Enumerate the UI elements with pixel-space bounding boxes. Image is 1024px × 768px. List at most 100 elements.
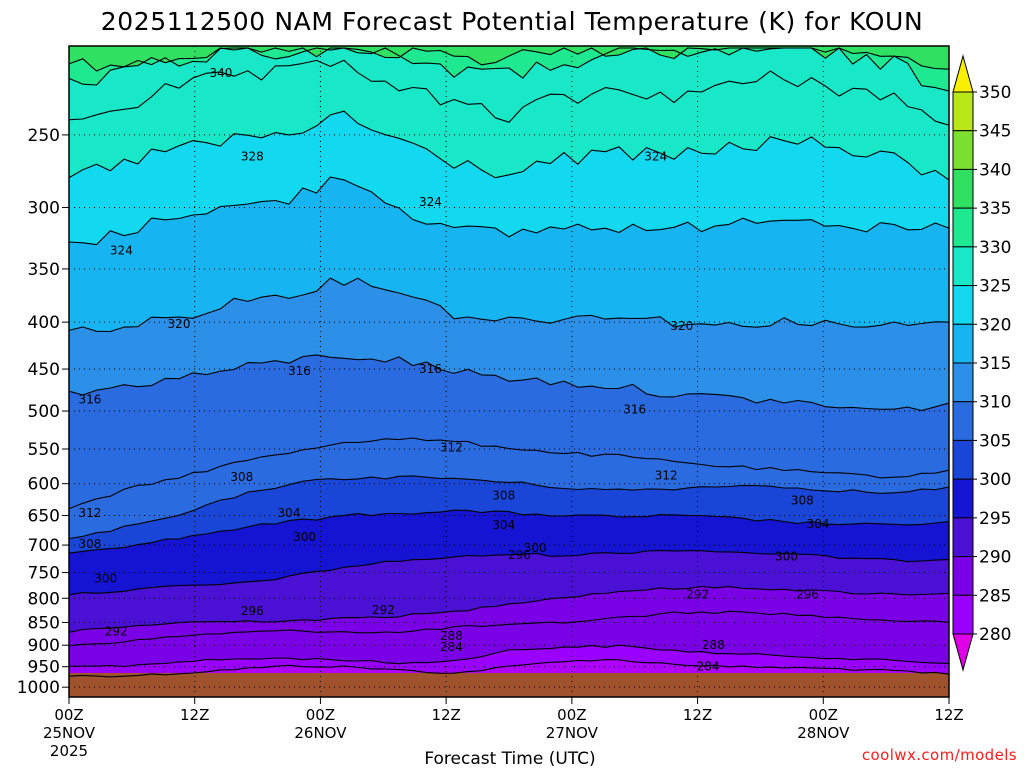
contour-label: 328 [241,150,264,164]
contour-label: 316 [288,364,311,378]
colorbar-swatch [952,285,974,325]
x-tick-date: 28NOV [797,724,850,742]
contour-line-296 [69,585,949,633]
colorbar-swatch [952,168,974,209]
colorbar-swatch [952,594,974,635]
x-axis-label: Forecast Time (UTC) [424,749,595,768]
y-tick-label: 550 [28,440,60,460]
colorbar-over-triangle [952,54,974,93]
contour-label: 288 [702,638,725,652]
contour-label: 292 [372,603,395,617]
colorbar-label: 320 [979,315,1011,335]
y-tick-label: 300 [28,199,60,219]
contour-line-300 [69,549,949,596]
contour-label: 324 [644,150,667,164]
contour-label: 300 [293,530,316,544]
colorbar-swatch [952,207,974,248]
y-tick-label: 250 [28,126,60,146]
chart-title: 2025112500 NAM Forecast Potential Temper… [101,7,924,36]
contour-label: 284 [697,660,720,674]
ground-layer [69,672,949,697]
contour-label: 292 [105,625,128,639]
contour-label: 316 [623,402,646,416]
colorbar-label: 335 [979,199,1011,219]
contour-line-328 [69,110,949,181]
y-tick-label: 350 [28,260,60,280]
colorbar: 350 345 340 335 330 325 320 315 310 305 300 295 290 2… [952,54,1011,672]
colorbar-label: 310 [979,393,1011,413]
contour-label: 308 [791,494,814,508]
x-tick-label: 00Z [306,706,335,724]
colorbar-label: 325 [979,277,1011,297]
contour-label: 312 [440,441,463,455]
colorbar-label: 315 [979,354,1011,374]
colorbar-swatch [952,362,974,403]
x-tick-label: 00Z [557,706,586,724]
contour-label: 304 [278,506,301,520]
ground-below-surface [69,672,949,697]
x-tick-label: 00Z [809,706,838,724]
x-tick-label: 00Z [54,706,83,724]
contour-label: 300 [94,571,117,585]
grid-lines [69,46,949,697]
contour-line-284 [69,659,949,678]
colorbar-label: 280 [979,625,1011,645]
y-tick-label: 600 [28,475,60,495]
colorbar-label: 340 [979,160,1011,180]
colorbar-label: 350 [979,83,1011,103]
y-tick-label: 400 [28,313,60,333]
contour-line-288 [69,644,949,668]
colorbar-label: 295 [979,509,1011,529]
credit-text: coolwx.com/models [862,746,1017,764]
contour-line-292 [69,610,949,647]
contour-label: 324 [110,243,133,257]
colorbar-label: 285 [979,586,1011,606]
colorbar-swatch [952,401,974,441]
fill-band-340 [69,46,949,71]
contour-label: 304 [492,518,515,532]
contour-line-340 [69,47,949,72]
contour-line-324 [69,176,949,246]
pressure-axis: 250 300 350 400 450 500 550 600 650 700 750 800 850 9… [17,126,69,698]
x-tick-year: 2025 [50,742,88,760]
x-tick-label: 12Z [431,706,460,724]
contour-label: 296 [796,587,819,601]
x-tick-date: 26NOV [294,724,347,742]
colorbar-swatch [952,130,974,170]
contour-label: 284 [440,640,463,654]
contour-label: 304 [807,517,830,531]
contour-label: 320 [168,317,191,331]
colorbar-under-triangle [952,633,974,672]
colorbar-swatch [952,246,974,287]
colorbar-label: 290 [979,548,1011,568]
y-tick-label: 650 [28,507,60,527]
colorbar-label: 345 [979,122,1011,142]
x-tick-date: 27NOV [546,724,599,742]
contour-line-320 [69,277,949,333]
contour-line-316 [69,354,949,412]
colorbar-swatch [952,439,974,480]
contour-label: 296 [241,604,264,618]
y-tick-label: 850 [28,613,60,633]
colorbar-swatch [952,517,974,558]
contour-label: 340 [209,66,232,80]
colorbar-label: 330 [979,238,1011,258]
colorbar-swatch [952,556,974,596]
plot-frame [68,45,950,698]
y-tick-label: 450 [28,360,60,380]
x-tick-date: 25NOV [43,724,96,742]
contour-label: 312 [78,506,101,520]
filled-contours [69,46,949,697]
contour-label: 300 [775,549,798,563]
x-tick-label: 12Z [180,706,209,724]
contour-label: 288 [440,629,463,643]
y-tick-label: 500 [28,402,60,422]
colorbar-swatch [952,91,974,132]
contour-lines [69,47,949,678]
colorbar-swatch [952,478,974,519]
contour-label: 312 [655,469,678,483]
contour-line-308 [69,475,949,540]
y-tick-label: 700 [28,536,60,556]
